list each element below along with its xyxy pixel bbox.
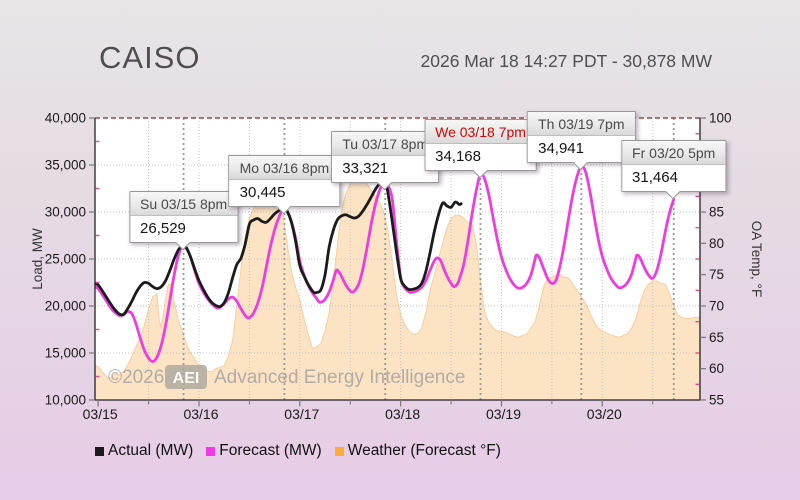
- svg-text:85: 85: [709, 205, 724, 220]
- right-axis-temp-f: 55 60 65 70 75 80 85 90 95 100 OA Temp, °F: [695, 111, 764, 408]
- chart-legend: Actual (MW) Forecast (MW) Weather (Forec…: [95, 442, 501, 460]
- legend-item-actual[interactable]: Actual (MW): [95, 442, 193, 460]
- svg-text:40,000: 40,000: [45, 111, 86, 126]
- svg-text:35,000: 35,000: [45, 158, 86, 173]
- watermark: ©2026 AEI Advanced Energy Intelligence: [108, 365, 465, 389]
- svg-text:25,000: 25,000: [45, 252, 86, 267]
- svg-text:90: 90: [709, 173, 724, 188]
- legend-item-weather[interactable]: Weather (Forecast °F): [334, 442, 501, 460]
- weather-series-swatch-icon: [334, 446, 344, 456]
- svg-text:20,000: 20,000: [45, 299, 86, 314]
- x-axis-dates: 03/15 03/16 03/17 03/18 03/19 03/20: [83, 400, 654, 422]
- svg-text:75: 75: [709, 267, 724, 282]
- svg-text:10,000: 10,000: [45, 393, 86, 408]
- svg-text:03/19: 03/19: [486, 406, 521, 422]
- legend-label-forecast: Forecast (MW): [219, 442, 322, 459]
- app-brand-caiso: CAISO: [99, 40, 201, 75]
- svg-text:70: 70: [709, 299, 724, 314]
- legend-label-weather: Weather (Forecast °F): [347, 442, 501, 459]
- svg-text:03/20: 03/20: [587, 406, 622, 422]
- svg-text:60: 60: [709, 361, 724, 376]
- left-axis-title: Load, MW: [30, 228, 45, 290]
- svg-text:55: 55: [709, 393, 724, 408]
- svg-text:03/17: 03/17: [284, 406, 319, 422]
- weather-area-series: [95, 173, 700, 400]
- svg-text:80: 80: [709, 236, 724, 251]
- actual-series-swatch-icon: [95, 446, 104, 456]
- svg-text:65: 65: [709, 330, 724, 345]
- svg-text:30,000: 30,000: [45, 205, 86, 220]
- svg-text:03/18: 03/18: [385, 406, 420, 422]
- legend-item-forecast[interactable]: Forecast (MW): [206, 442, 322, 460]
- svg-text:03/16: 03/16: [183, 406, 218, 422]
- svg-text:15,000: 15,000: [45, 346, 86, 361]
- svg-text:©2026: ©2026: [108, 367, 164, 388]
- svg-text:100: 100: [709, 111, 732, 126]
- legend-label-actual: Actual (MW): [108, 442, 194, 459]
- right-axis-title: OA Temp, °F: [749, 221, 764, 297]
- current-datetime-and-load: 2026 Mar 18 14:27 PDT - 30,878 MW: [420, 51, 713, 71]
- svg-text:03/15: 03/15: [83, 406, 118, 422]
- svg-text:95: 95: [709, 142, 724, 157]
- left-axis-load-mw: 10,000 15,000 20,000 25,000 30,000 35,000 40,0…: [30, 111, 100, 408]
- forecast-series-swatch-icon: [206, 446, 216, 456]
- svg-text:Advanced Energy Intelligence: Advanced Energy Intelligence: [214, 367, 465, 388]
- svg-text:AEI: AEI: [173, 370, 200, 387]
